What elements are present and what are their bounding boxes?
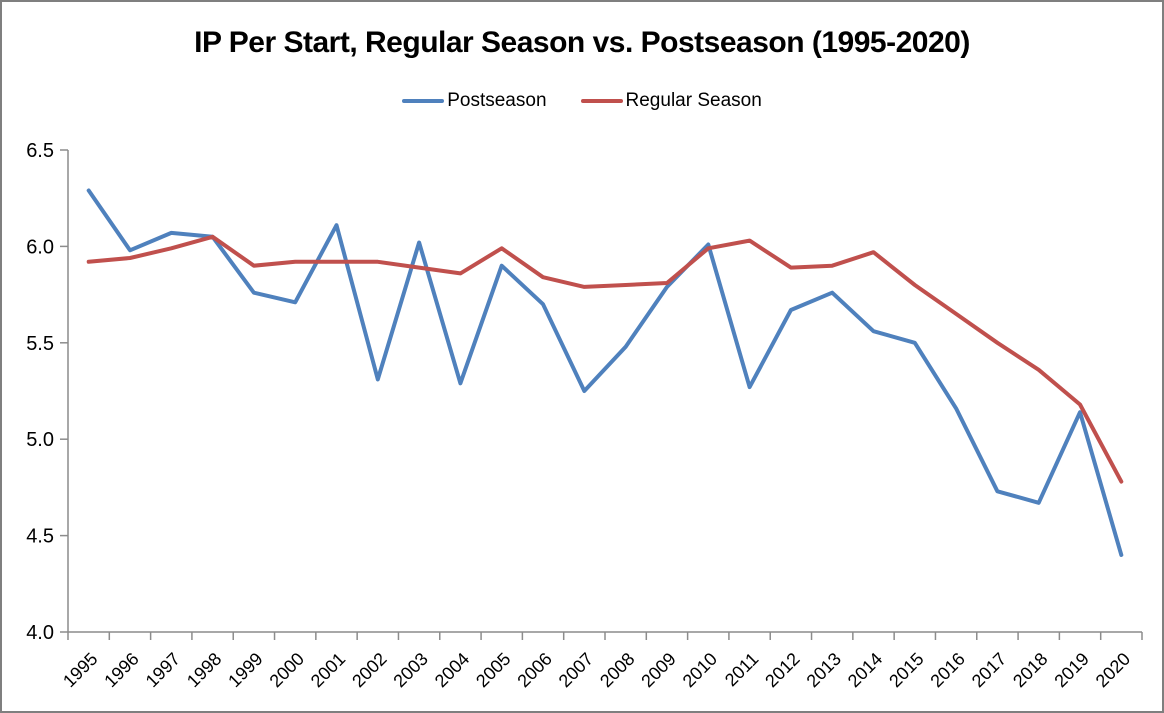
x-axis-tick-label: 2012	[761, 649, 803, 691]
x-axis-tick-label: 2001	[307, 649, 349, 691]
y-axis-tick-label: 6.0	[26, 236, 54, 258]
x-axis-tick-label: 2002	[348, 649, 390, 691]
y-axis-tick-label: 6.5	[26, 140, 54, 162]
x-axis-tick-label: 1998	[183, 649, 225, 691]
legend: Postseason Regular Season	[2, 90, 1162, 112]
x-axis-tick-label: 2004	[431, 649, 473, 691]
x-axis-tick-label: 2014	[844, 649, 886, 691]
legend-item-postseason: Postseason	[402, 90, 547, 112]
x-axis-tick-label: 2016	[926, 649, 968, 691]
x-axis-tick-label: 2011	[721, 649, 763, 691]
x-axis-tick-label: 1996	[100, 649, 142, 691]
postseason-line-swatch-icon	[402, 99, 445, 103]
y-axis-tick-label: 5.5	[26, 333, 54, 355]
x-axis-tick-label: 2020	[1092, 649, 1134, 691]
x-axis-tick-label: 2003	[389, 649, 431, 691]
x-axis-tick-label: 2006	[513, 649, 555, 691]
regular-season-line-swatch-icon	[580, 99, 623, 103]
x-axis-tick-label: 2007	[555, 649, 597, 691]
x-axis-tick-label: 2015	[885, 649, 927, 691]
legend-item-regular-season: Regular Season	[580, 90, 762, 112]
postseason-line	[86, 188, 1124, 557]
legend-label-regular-season: Regular Season	[625, 90, 762, 111]
y-axis-tick-label: 5.0	[26, 429, 54, 451]
x-axis-tick-label: 2017	[968, 649, 1010, 691]
legend-label-postseason: Postseason	[447, 90, 547, 111]
regular-season-line	[86, 234, 1124, 484]
x-axis-tick-label: 1995	[59, 649, 101, 691]
x-axis-tick-label: 1999	[224, 649, 266, 691]
x-axis-tick-label: 2005	[472, 649, 514, 691]
chart-title: IP Per Start, Regular Season vs. Postsea…	[194, 26, 970, 59]
x-axis-tick-label: 2009	[637, 649, 679, 691]
x-axis-tick-label: 2013	[803, 649, 845, 691]
x-axis-tick-label: 2000	[266, 649, 308, 691]
y-axis-tick-label: 4.5	[26, 526, 54, 548]
x-axis-tick-label: 2018	[1009, 649, 1051, 691]
y-axis-tick-label: 4.0	[26, 622, 54, 644]
x-axis-tick-label: 1997	[142, 649, 184, 691]
x-axis-tick-label: 2008	[596, 649, 638, 691]
x-axis-tick-label: 2010	[679, 649, 721, 691]
x-axis-tick-label: 2019	[1050, 649, 1092, 691]
